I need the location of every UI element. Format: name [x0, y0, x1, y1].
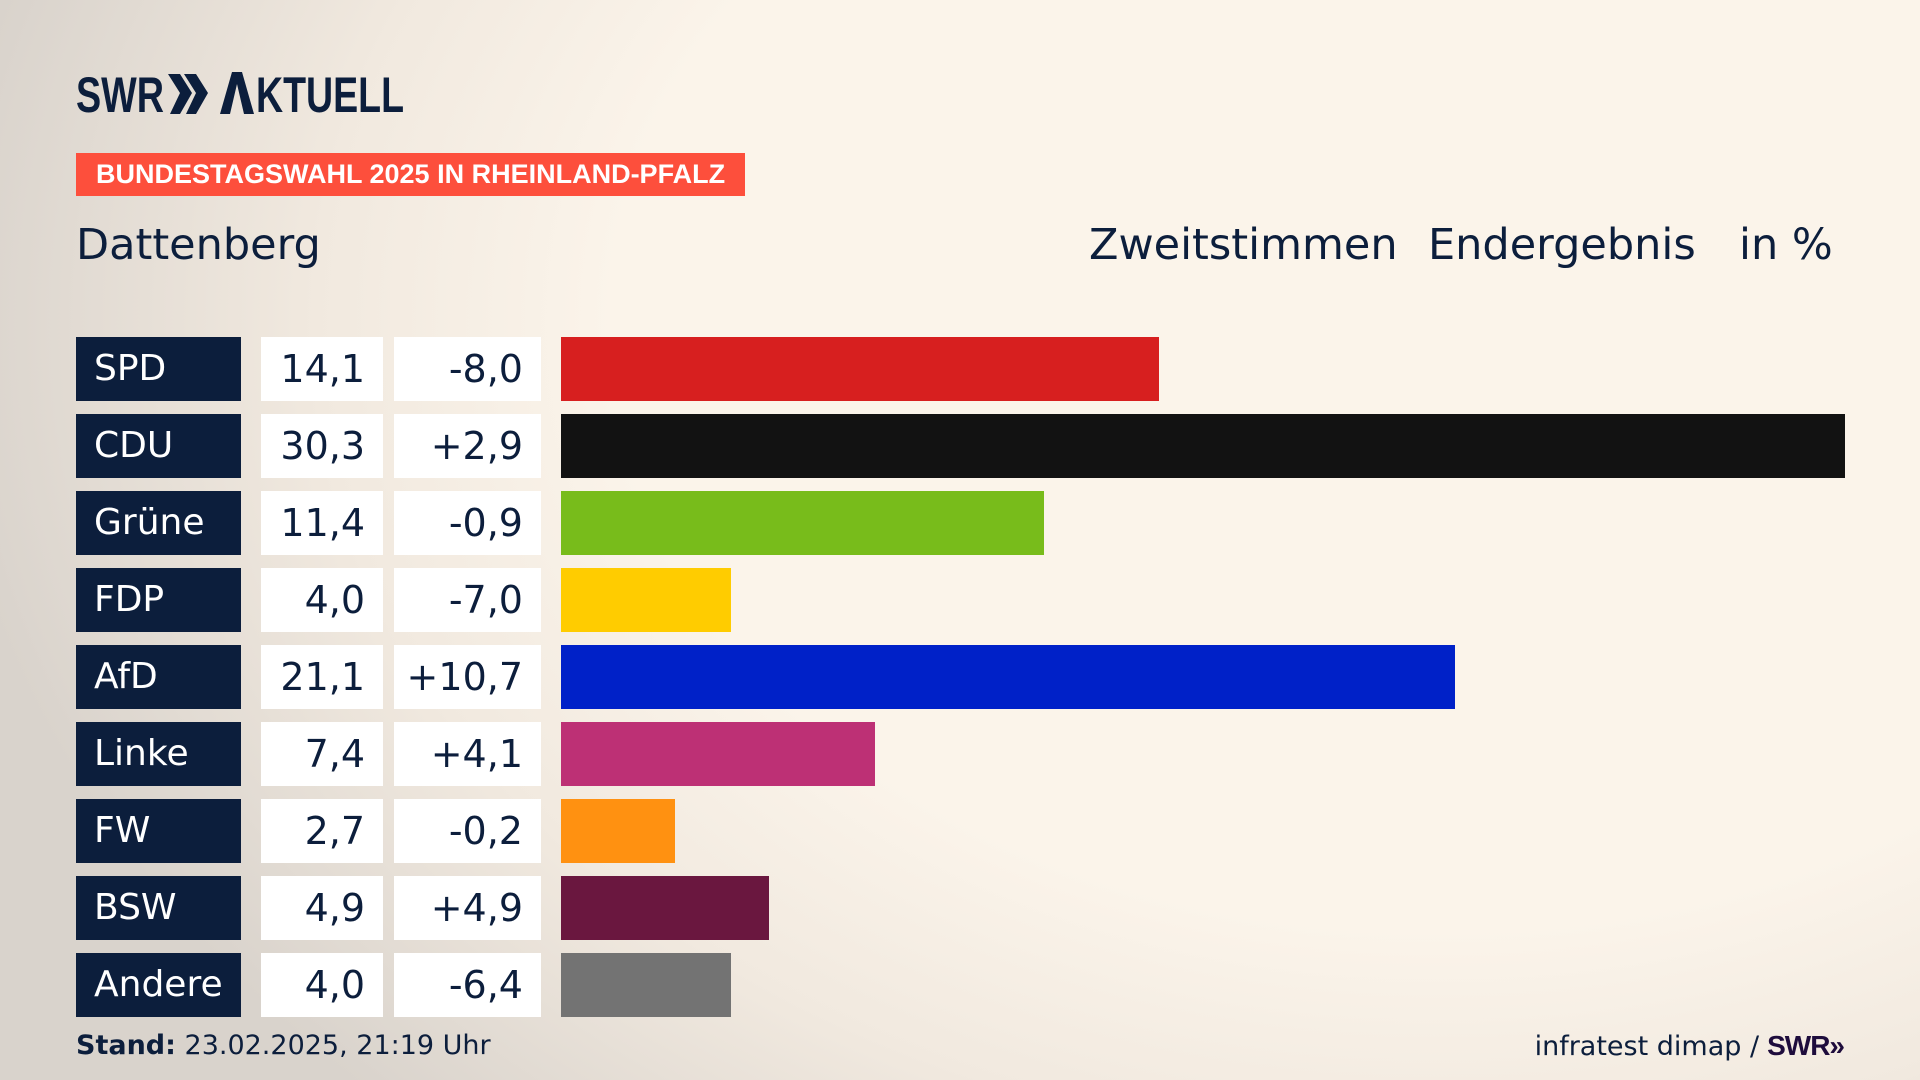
result-value: 11,4: [261, 491, 383, 555]
difference-value: -6,4: [394, 953, 541, 1017]
party-label: CDU: [76, 414, 241, 478]
result-value: 4,0: [261, 568, 383, 632]
stand-label: Stand:: [76, 1030, 176, 1061]
result-bar: [561, 337, 1159, 401]
party-label: FW: [76, 799, 241, 863]
party-label: AfD: [76, 645, 241, 709]
svg-text:KTUELL: KTUELL: [256, 70, 404, 116]
difference-value: -0,9: [394, 491, 541, 555]
party-row-afd: AfD 21,1 +10,7: [76, 645, 1876, 709]
swr-logo-text: SWR: [1767, 1030, 1830, 1061]
region-title: Dattenberg: [76, 220, 321, 270]
party-row-andere: Andere 4,0 -6,4: [76, 953, 1876, 1017]
swr-aktuell-logo: SWR KTUELL: [76, 70, 406, 116]
result-value: 7,4: [261, 722, 383, 786]
party-label: SPD: [76, 337, 241, 401]
result-value: 21,1: [261, 645, 383, 709]
result-value: 30,3: [261, 414, 383, 478]
vote-type-label: Zweitstimmen: [1089, 220, 1398, 270]
party-row-fdp: FDP 4,0 -7,0: [76, 568, 1876, 632]
result-bar: [561, 722, 875, 786]
difference-value: +4,1: [394, 722, 541, 786]
unit-label: in %: [1739, 220, 1833, 270]
timestamp: Stand: 23.02.2025, 21:19 Uhr: [76, 1030, 491, 1061]
party-row-cdu: CDU 30,3 +2,9: [76, 414, 1876, 478]
party-row-grüne: Grüne 11,4 -0,9: [76, 491, 1876, 555]
difference-value: +4,9: [394, 876, 541, 940]
party-row-fw: FW 2,7 -0,2: [76, 799, 1876, 863]
result-value: 14,1: [261, 337, 383, 401]
difference-value: +10,7: [394, 645, 541, 709]
stand-value: 23.02.2025, 21:19 Uhr: [184, 1030, 491, 1061]
party-label: FDP: [76, 568, 241, 632]
source-text: infratest dimap /: [1534, 1030, 1760, 1062]
election-badge: BUNDESTAGSWAHL 2025 IN RHEINLAND-PFALZ: [76, 153, 746, 196]
party-row-bsw: BSW 4,9 +4,9: [76, 876, 1876, 940]
result-value: 2,7: [261, 799, 383, 863]
source-credit: infratest dimap / SWR»: [1534, 1030, 1845, 1062]
difference-value: -7,0: [394, 568, 541, 632]
result-type-label: Endergebnis: [1428, 220, 1696, 270]
svg-text:SWR: SWR: [76, 70, 164, 116]
result-bar: [561, 799, 676, 863]
result-value: 4,0: [261, 953, 383, 1017]
swr-logo: SWR»: [1767, 1030, 1845, 1061]
result-bar: [561, 876, 769, 940]
result-bar: [561, 645, 1456, 709]
result-bar: [561, 491, 1045, 555]
party-label: BSW: [76, 876, 241, 940]
difference-value: +2,9: [394, 414, 541, 478]
party-row-linke: Linke 7,4 +4,1: [76, 722, 1876, 786]
swr-aktuell-logo-graphic: SWR KTUELL: [76, 70, 404, 116]
party-label: Linke: [76, 722, 241, 786]
difference-value: -8,0: [394, 337, 541, 401]
result-bar: [561, 568, 731, 632]
result-bar: [561, 414, 1845, 478]
party-row-spd: SPD 14,1 -8,0: [76, 337, 1876, 401]
party-label: Grüne: [76, 491, 241, 555]
party-label: Andere: [76, 953, 241, 1017]
result-value: 4,9: [261, 876, 383, 940]
difference-value: -0,2: [394, 799, 541, 863]
result-bar: [561, 953, 731, 1017]
